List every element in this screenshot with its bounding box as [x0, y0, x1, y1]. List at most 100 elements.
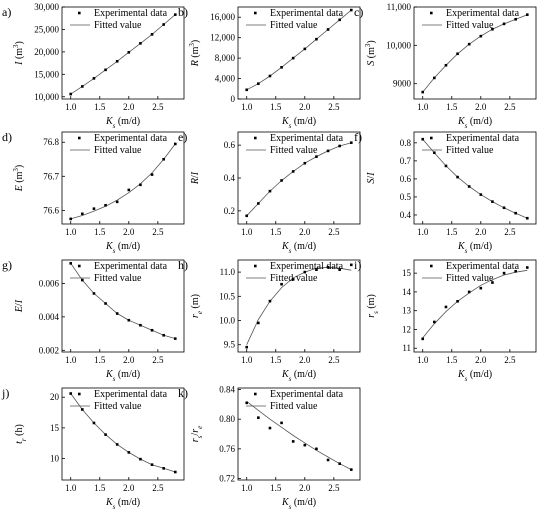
plot-frame — [237, 6, 361, 100]
y-axis-label: R (m3) — [188, 40, 201, 68]
y-tick-label: 9000 — [393, 79, 412, 89]
y-tick-label: 11.0 — [220, 267, 236, 277]
y-tick-label: 0 — [231, 94, 236, 104]
data-point — [150, 328, 154, 332]
data-point — [349, 8, 353, 12]
panel-label: h) — [178, 258, 188, 272]
x-tick-label: 2.5 — [504, 102, 516, 112]
legend-label-fitted: Fitted value — [270, 273, 318, 284]
x-tick-label: 2.0 — [475, 355, 487, 365]
data-point — [92, 207, 96, 210]
data-point — [139, 183, 142, 187]
x-tick-label: 1.5 — [446, 102, 458, 112]
x-tick-label: 2.5 — [504, 227, 516, 237]
data-point — [69, 217, 73, 221]
data-point — [349, 141, 353, 144]
x-tick-label: 1.5 — [94, 483, 106, 493]
legend-label-fitted: Fitted value — [94, 20, 142, 31]
data-point — [502, 22, 506, 26]
chart-panel-c: 1.0 1.5 2.0 2.5 9000 10,000 11,000 Experimental… — [354, 2, 537, 130]
data-point — [92, 77, 96, 80]
data-point — [303, 270, 307, 274]
x-tick-label: 1.0 — [65, 102, 77, 112]
chart-panel-i: 1.0 1.5 2.0 2.5 11 12 13 14 15 Experimental dataF… — [354, 258, 537, 383]
x-tick-label: 1.0 — [417, 227, 429, 237]
data-point — [257, 82, 260, 85]
data-point — [326, 149, 330, 153]
y-axis-label: E (m3) — [12, 165, 25, 193]
y-tick-label: 14 — [402, 287, 412, 297]
y-tick-label: 12 — [402, 324, 411, 334]
x-tick-label: 2.0 — [299, 102, 311, 112]
x-axis-label: Ks (m/d) — [105, 497, 140, 509]
data-point — [268, 299, 272, 303]
legend-label-fitted: Fitted value — [270, 401, 318, 412]
data-point — [491, 27, 494, 31]
data-point — [303, 47, 307, 51]
legend-label-fitted: Fitted value — [270, 20, 318, 31]
y-tick-label: 0.002 — [39, 345, 59, 355]
plot-frame — [61, 387, 185, 481]
x-axis-label: Ks (m/d) — [281, 116, 316, 130]
data-point — [456, 175, 459, 179]
y-tick-label: 0.004 — [39, 312, 60, 322]
x-tick-label: 1.5 — [446, 355, 458, 365]
data-point — [479, 286, 483, 290]
y-tick-label: 10,000 — [386, 40, 411, 50]
data-point — [525, 216, 529, 220]
chart-panel-e: 1.0 1.5 2.0 2.5 0.2 0.4 0.6 Experimental dataFi… — [178, 130, 361, 255]
x-axis-label: Ks (m/d) — [457, 369, 492, 383]
x-tick-label: 1.5 — [94, 102, 106, 112]
legend-label-fitted: Fitted value — [270, 145, 318, 156]
x-axis-label: Ks (m/d) — [281, 241, 316, 255]
y-tick-label: 0.7 — [400, 156, 412, 166]
legend-label-experimental: Experimental data — [446, 261, 520, 272]
data-point — [162, 333, 165, 337]
legend-label-fitted: Fitted value — [94, 273, 142, 284]
data-point — [81, 278, 84, 282]
x-tick-label: 2.0 — [123, 102, 135, 112]
y-tick-label: 0.006 — [39, 278, 60, 288]
x-tick-label: 2.0 — [299, 227, 311, 237]
data-point — [502, 206, 506, 210]
chart-panel-h: 1.0 1.5 2.0 2.5 9.5 10.0 10.5 11.0 Experimental … — [178, 258, 361, 383]
panel-label: c) — [354, 5, 363, 19]
legend-label-fitted: Fitted value — [446, 145, 494, 156]
x-tick-label: 1.0 — [241, 227, 253, 237]
data-point — [115, 312, 119, 315]
y-tick-label: 8,000 — [215, 53, 236, 63]
x-axis-label: Ks (m/d) — [105, 241, 140, 255]
fitted-line — [246, 266, 352, 345]
legend-marker-experimental — [78, 136, 81, 140]
plot-frame — [61, 259, 185, 353]
y-axis-label: rs/re — [190, 426, 204, 442]
x-tick-label: 1.0 — [65, 483, 77, 493]
data-point — [245, 345, 249, 349]
x-tick-label: 1.5 — [94, 355, 106, 365]
data-point — [421, 137, 425, 141]
data-point — [433, 76, 436, 80]
data-point — [315, 447, 318, 451]
plot-frame — [413, 259, 537, 353]
data-point — [456, 52, 459, 56]
data-point — [69, 262, 73, 265]
x-tick-label: 2.0 — [123, 227, 135, 237]
data-point — [421, 337, 425, 341]
data-point — [245, 401, 249, 405]
x-tick-label: 2.0 — [123, 355, 135, 365]
x-tick-label: 2.5 — [328, 355, 340, 365]
data-point — [150, 33, 154, 36]
panel-label: b) — [178, 5, 188, 19]
data-point — [115, 60, 119, 63]
y-axis-label: E/I — [14, 299, 25, 313]
data-point — [257, 202, 260, 205]
data-point — [81, 408, 84, 411]
data-point — [467, 42, 471, 46]
y-tick-label: 15 — [402, 268, 412, 278]
data-point — [326, 28, 330, 31]
data-point — [514, 211, 517, 215]
data-point — [104, 302, 107, 305]
x-tick-label: 1.0 — [65, 227, 77, 237]
data-point — [162, 467, 165, 470]
legend-marker-experimental — [78, 11, 81, 15]
